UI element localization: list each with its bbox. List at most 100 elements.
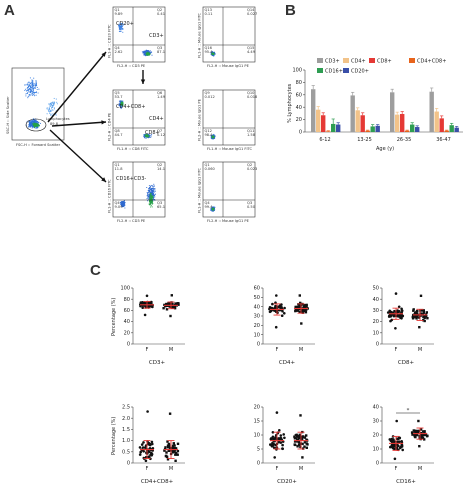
event-dot <box>32 90 34 92</box>
event-dot <box>143 136 145 138</box>
event-dot <box>154 194 156 197</box>
event-dot <box>151 51 153 53</box>
event-dot <box>121 23 123 25</box>
event-dot <box>29 88 31 90</box>
event-dot <box>147 200 149 202</box>
event-dot <box>53 107 55 109</box>
event-dot <box>146 53 148 55</box>
y-tick-label: 15 <box>254 419 260 425</box>
data-point <box>272 437 275 441</box>
event-dot <box>34 86 36 88</box>
quadrant-label: Q6 <box>157 91 163 95</box>
event-dot <box>153 198 155 200</box>
event-dot <box>119 23 121 25</box>
data-point <box>418 445 421 448</box>
data-point <box>400 307 403 311</box>
y-tick-label: 40 <box>296 105 302 111</box>
plot-xlabel: FL2-H :: CD3 PE <box>117 64 146 68</box>
y-tick-label: 0.5 <box>122 449 130 455</box>
event-dot <box>120 28 122 30</box>
event-dot <box>149 187 151 189</box>
event-dot <box>29 125 31 127</box>
data-point <box>400 440 404 443</box>
bar <box>400 114 405 132</box>
event-dot <box>25 93 27 95</box>
quadrant-label: Q5 <box>115 91 120 95</box>
data-point <box>145 294 149 298</box>
event-dot <box>147 53 149 55</box>
event-dot <box>53 102 55 104</box>
plot-xlabel: CD4+ <box>279 360 296 366</box>
event-dot <box>25 84 27 86</box>
quadrant-value: 99.4 <box>205 205 214 209</box>
event-dot <box>28 85 30 87</box>
data-point <box>141 306 144 310</box>
event-dot <box>151 54 153 56</box>
quadrant-label: Q2 <box>157 8 162 12</box>
y-tick-label: 50 <box>373 286 379 292</box>
event-dot <box>213 55 215 57</box>
quadrant-value: 98.4 <box>205 133 214 137</box>
event-dot <box>37 126 39 128</box>
event-dot <box>53 108 55 110</box>
event-dot <box>153 183 155 185</box>
event-dot <box>39 122 41 124</box>
event-dot <box>149 203 151 205</box>
event-dot <box>146 198 148 200</box>
event-dot <box>144 51 146 53</box>
event-dot <box>29 94 31 96</box>
event-dot <box>48 110 50 112</box>
quadrant-label: Q13 <box>205 8 212 12</box>
event-dot <box>34 121 36 123</box>
data-point <box>148 301 151 305</box>
data-point <box>414 435 417 439</box>
event-dot <box>46 113 48 115</box>
bar <box>390 92 395 132</box>
event-dot <box>31 123 33 125</box>
event-dot <box>31 89 33 91</box>
event-dot <box>118 26 120 28</box>
event-dot <box>119 23 121 26</box>
event-dot <box>27 89 30 91</box>
data-point <box>302 309 305 312</box>
event-dot <box>29 123 31 125</box>
gate-label: Lymphocytes <box>46 117 70 121</box>
event-dot <box>50 110 52 112</box>
event-dot <box>152 195 154 197</box>
data-point <box>411 317 415 320</box>
event-dot <box>214 135 216 137</box>
scatter-plot-2: 0 10 20 30 40 50 60 F M CD4+ <box>254 286 315 366</box>
arrow-to-cd4-head <box>101 120 106 125</box>
y-tick-label: 40 <box>254 304 260 310</box>
event-dot <box>151 198 153 200</box>
population-label: CD4+CD8+ <box>116 104 145 110</box>
event-dot <box>33 84 35 86</box>
data-point <box>275 294 278 297</box>
plot-xlabel: CD8+ <box>398 360 415 366</box>
event-dot <box>27 82 29 84</box>
y-axis-label: Percentage (%) <box>111 417 117 455</box>
population-label: CD20+ <box>116 21 134 27</box>
event-dot <box>32 88 34 90</box>
bar <box>375 125 380 132</box>
bar <box>434 111 439 132</box>
event-dot <box>149 193 151 195</box>
event-dot <box>154 193 157 195</box>
y-tick-label: 20 <box>296 117 302 123</box>
data-point <box>397 315 400 318</box>
y-tick-label: 10 <box>254 433 260 439</box>
event-dot <box>150 188 152 190</box>
plot-frame <box>112 89 166 146</box>
x-tick-label: F <box>395 347 398 353</box>
event-dot <box>120 106 122 108</box>
event-dot <box>121 27 123 30</box>
event-dot <box>120 100 122 102</box>
event-dot <box>46 107 48 109</box>
flow-plot-cd4: Q553.7Q61.49Q70.12Q844.7CD4+CD8+CD4+CD8+… <box>108 89 166 151</box>
x-tick-label: M <box>299 347 303 353</box>
event-dot <box>146 192 148 194</box>
data-point <box>144 459 148 463</box>
event-dot <box>32 119 35 121</box>
